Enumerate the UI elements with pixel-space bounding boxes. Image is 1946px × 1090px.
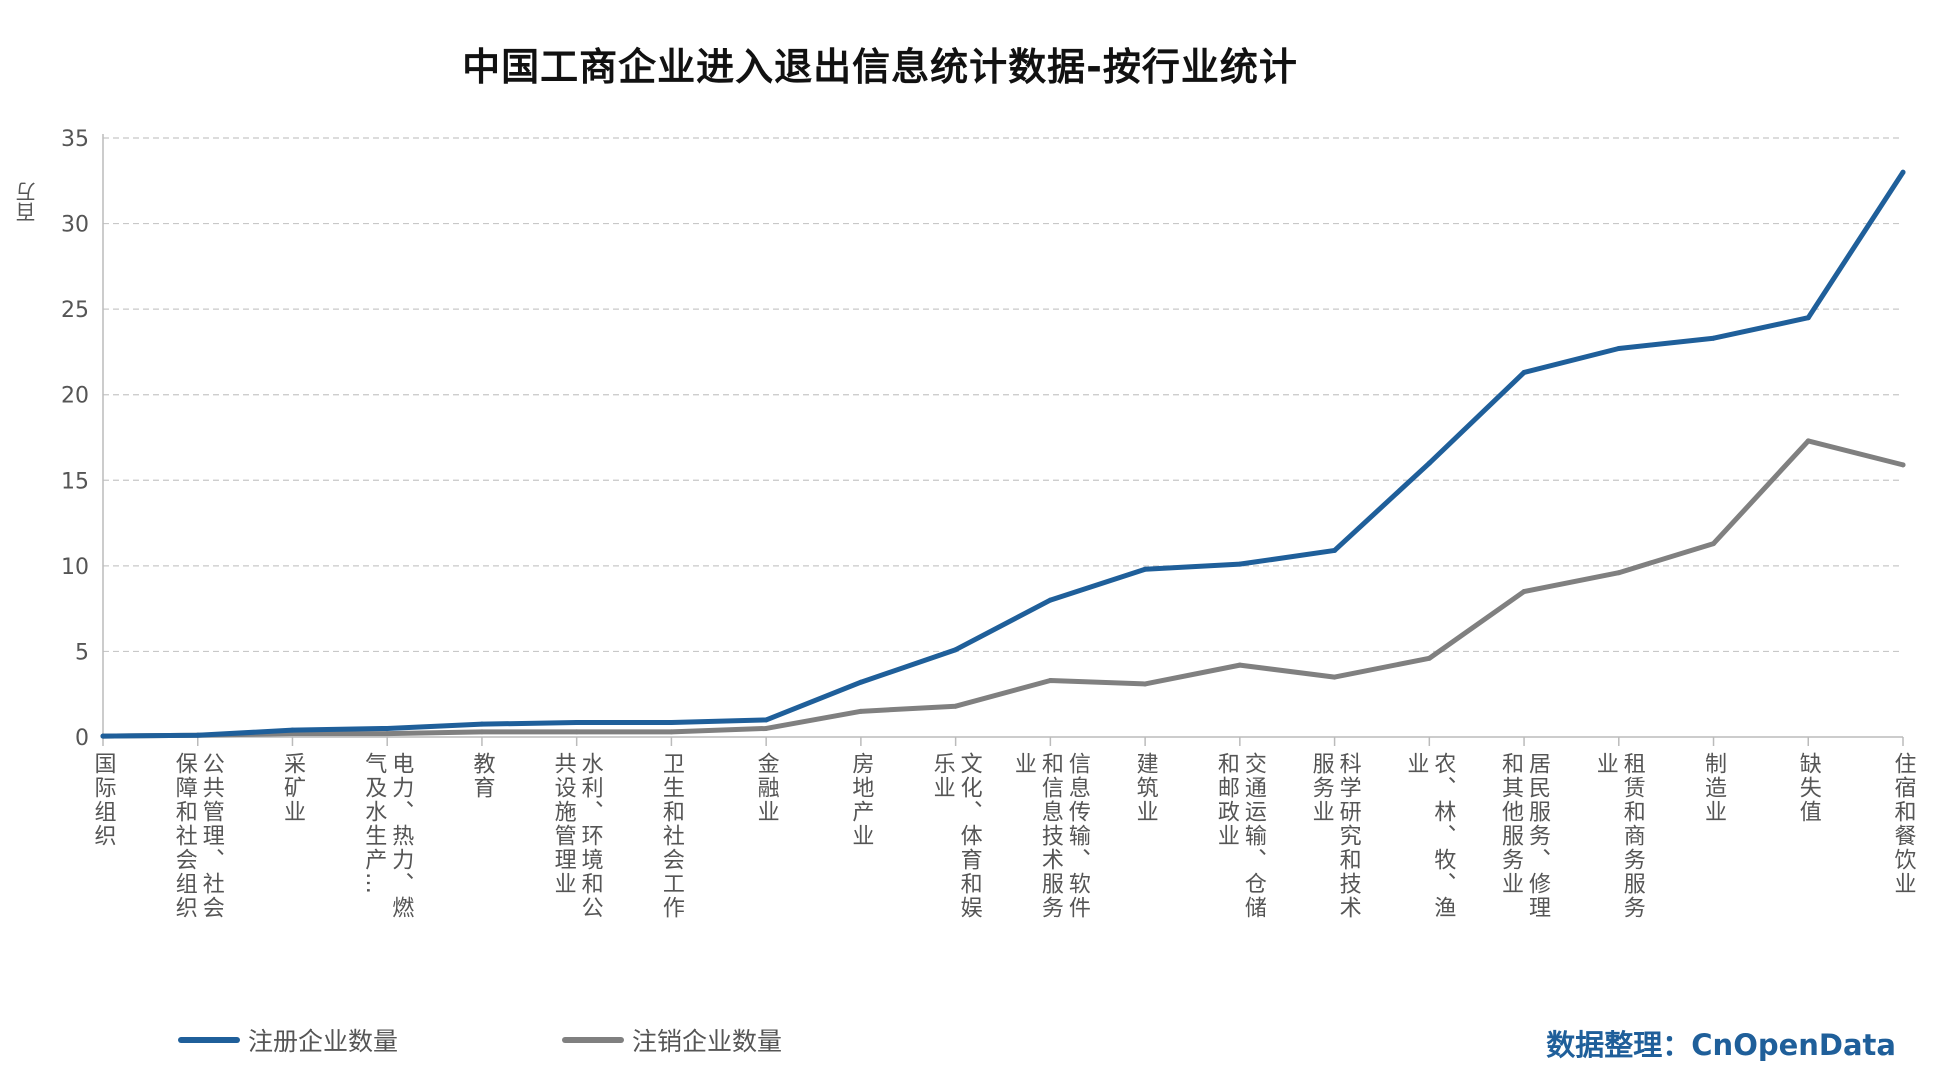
y-tick-label: 10 (61, 555, 89, 580)
data-point (289, 727, 295, 733)
data-point (1332, 674, 1338, 680)
x-tick-label: 科学研究和技术服务业 (1308, 752, 1361, 920)
data-point (1237, 662, 1243, 668)
data-point (479, 729, 485, 735)
x-tick-label: 国际组织 (90, 752, 116, 848)
data-point (1521, 589, 1527, 595)
data-point (1805, 315, 1811, 321)
y-tick-label: 5 (75, 640, 89, 665)
data-point (668, 719, 674, 725)
legend-item-registered: 注册企业数量 (178, 1022, 398, 1058)
data-point (953, 647, 959, 653)
x-tick-label: 文化、体育和娱乐业 (929, 752, 982, 920)
data-point (1711, 541, 1717, 547)
y-tick-label: 15 (61, 469, 89, 494)
y-tick-label: 35 (61, 127, 89, 152)
data-point (479, 721, 485, 727)
x-tick-label: 租赁和商务服务业 (1592, 752, 1645, 920)
data-point (1616, 346, 1622, 352)
data-point (100, 733, 106, 739)
data-point (668, 729, 674, 735)
x-tick-label: 金融业 (753, 752, 779, 824)
data-point (1142, 681, 1148, 687)
data-point (858, 679, 864, 685)
x-tick-label: 公共管理、社会保障和社会组织 (171, 752, 224, 920)
data-point (574, 719, 580, 725)
data-point (1900, 169, 1906, 175)
y-tick-label: 30 (61, 213, 89, 238)
data-point (1426, 460, 1432, 466)
data-point (1900, 462, 1906, 468)
data-point (1047, 678, 1053, 684)
x-tick-label: 制造业 (1701, 752, 1727, 824)
legend-swatch-registered (178, 1037, 240, 1043)
legend-label-registered: 注册企业数量 (248, 1027, 399, 1056)
data-point (763, 717, 769, 723)
x-tick-label: 交通运输、仓储和邮政业 (1213, 752, 1266, 920)
x-tick-label: 房地产业 (848, 752, 874, 848)
x-tick-label: 农、林、牧、渔业 (1403, 752, 1456, 920)
y-tick-label: 25 (61, 298, 89, 323)
x-tick-label: 教育 (469, 752, 495, 800)
legend-item-cancelled: 注销企业数量 (562, 1022, 782, 1058)
x-tick-label: 居民服务、修理和其他服务业 (1498, 752, 1551, 920)
x-tick-label: 缺失值 (1795, 752, 1821, 824)
data-point (1521, 369, 1527, 375)
data-point (1616, 570, 1622, 576)
x-tick-label: 采矿业 (279, 752, 305, 824)
data-point (953, 703, 959, 709)
legend-label-cancelled: 注销企业数量 (632, 1027, 783, 1056)
data-point (384, 731, 390, 737)
x-tick-label: 水利、环境和公共设施管理业 (550, 752, 603, 920)
x-tick-label: 信息传输、软件和信息技术服务业 (1010, 752, 1090, 920)
data-point (1711, 335, 1717, 341)
data-point (1805, 438, 1811, 444)
x-tick-label: 建筑业 (1132, 752, 1158, 824)
data-point (574, 729, 580, 735)
y-tick-label: 0 (75, 726, 89, 751)
series-line-1 (100, 438, 1906, 739)
data-point (1142, 566, 1148, 572)
data-point (195, 732, 201, 738)
data-point (858, 708, 864, 714)
y-tick-label: 20 (61, 384, 89, 409)
data-point (1332, 547, 1338, 553)
series-line-0 (100, 169, 1906, 739)
data-point (763, 725, 769, 731)
data-point (384, 725, 390, 731)
x-tick-label: 卫生和社会工作 (658, 752, 684, 920)
x-tick-label: 电力、热力、燃气及水生产… (361, 752, 414, 920)
legend-swatch-cancelled (562, 1037, 624, 1043)
data-point (1237, 561, 1243, 567)
chart-title: 中国工商企业进入退出信息统计数据-按行业统计 (462, 45, 1298, 89)
x-tick-label: 住宿和餐饮业 (1890, 752, 1916, 896)
data-source-credit: 数据整理：CnOpenData (1546, 1028, 1896, 1062)
data-point (1426, 655, 1432, 661)
data-point (1047, 597, 1053, 603)
